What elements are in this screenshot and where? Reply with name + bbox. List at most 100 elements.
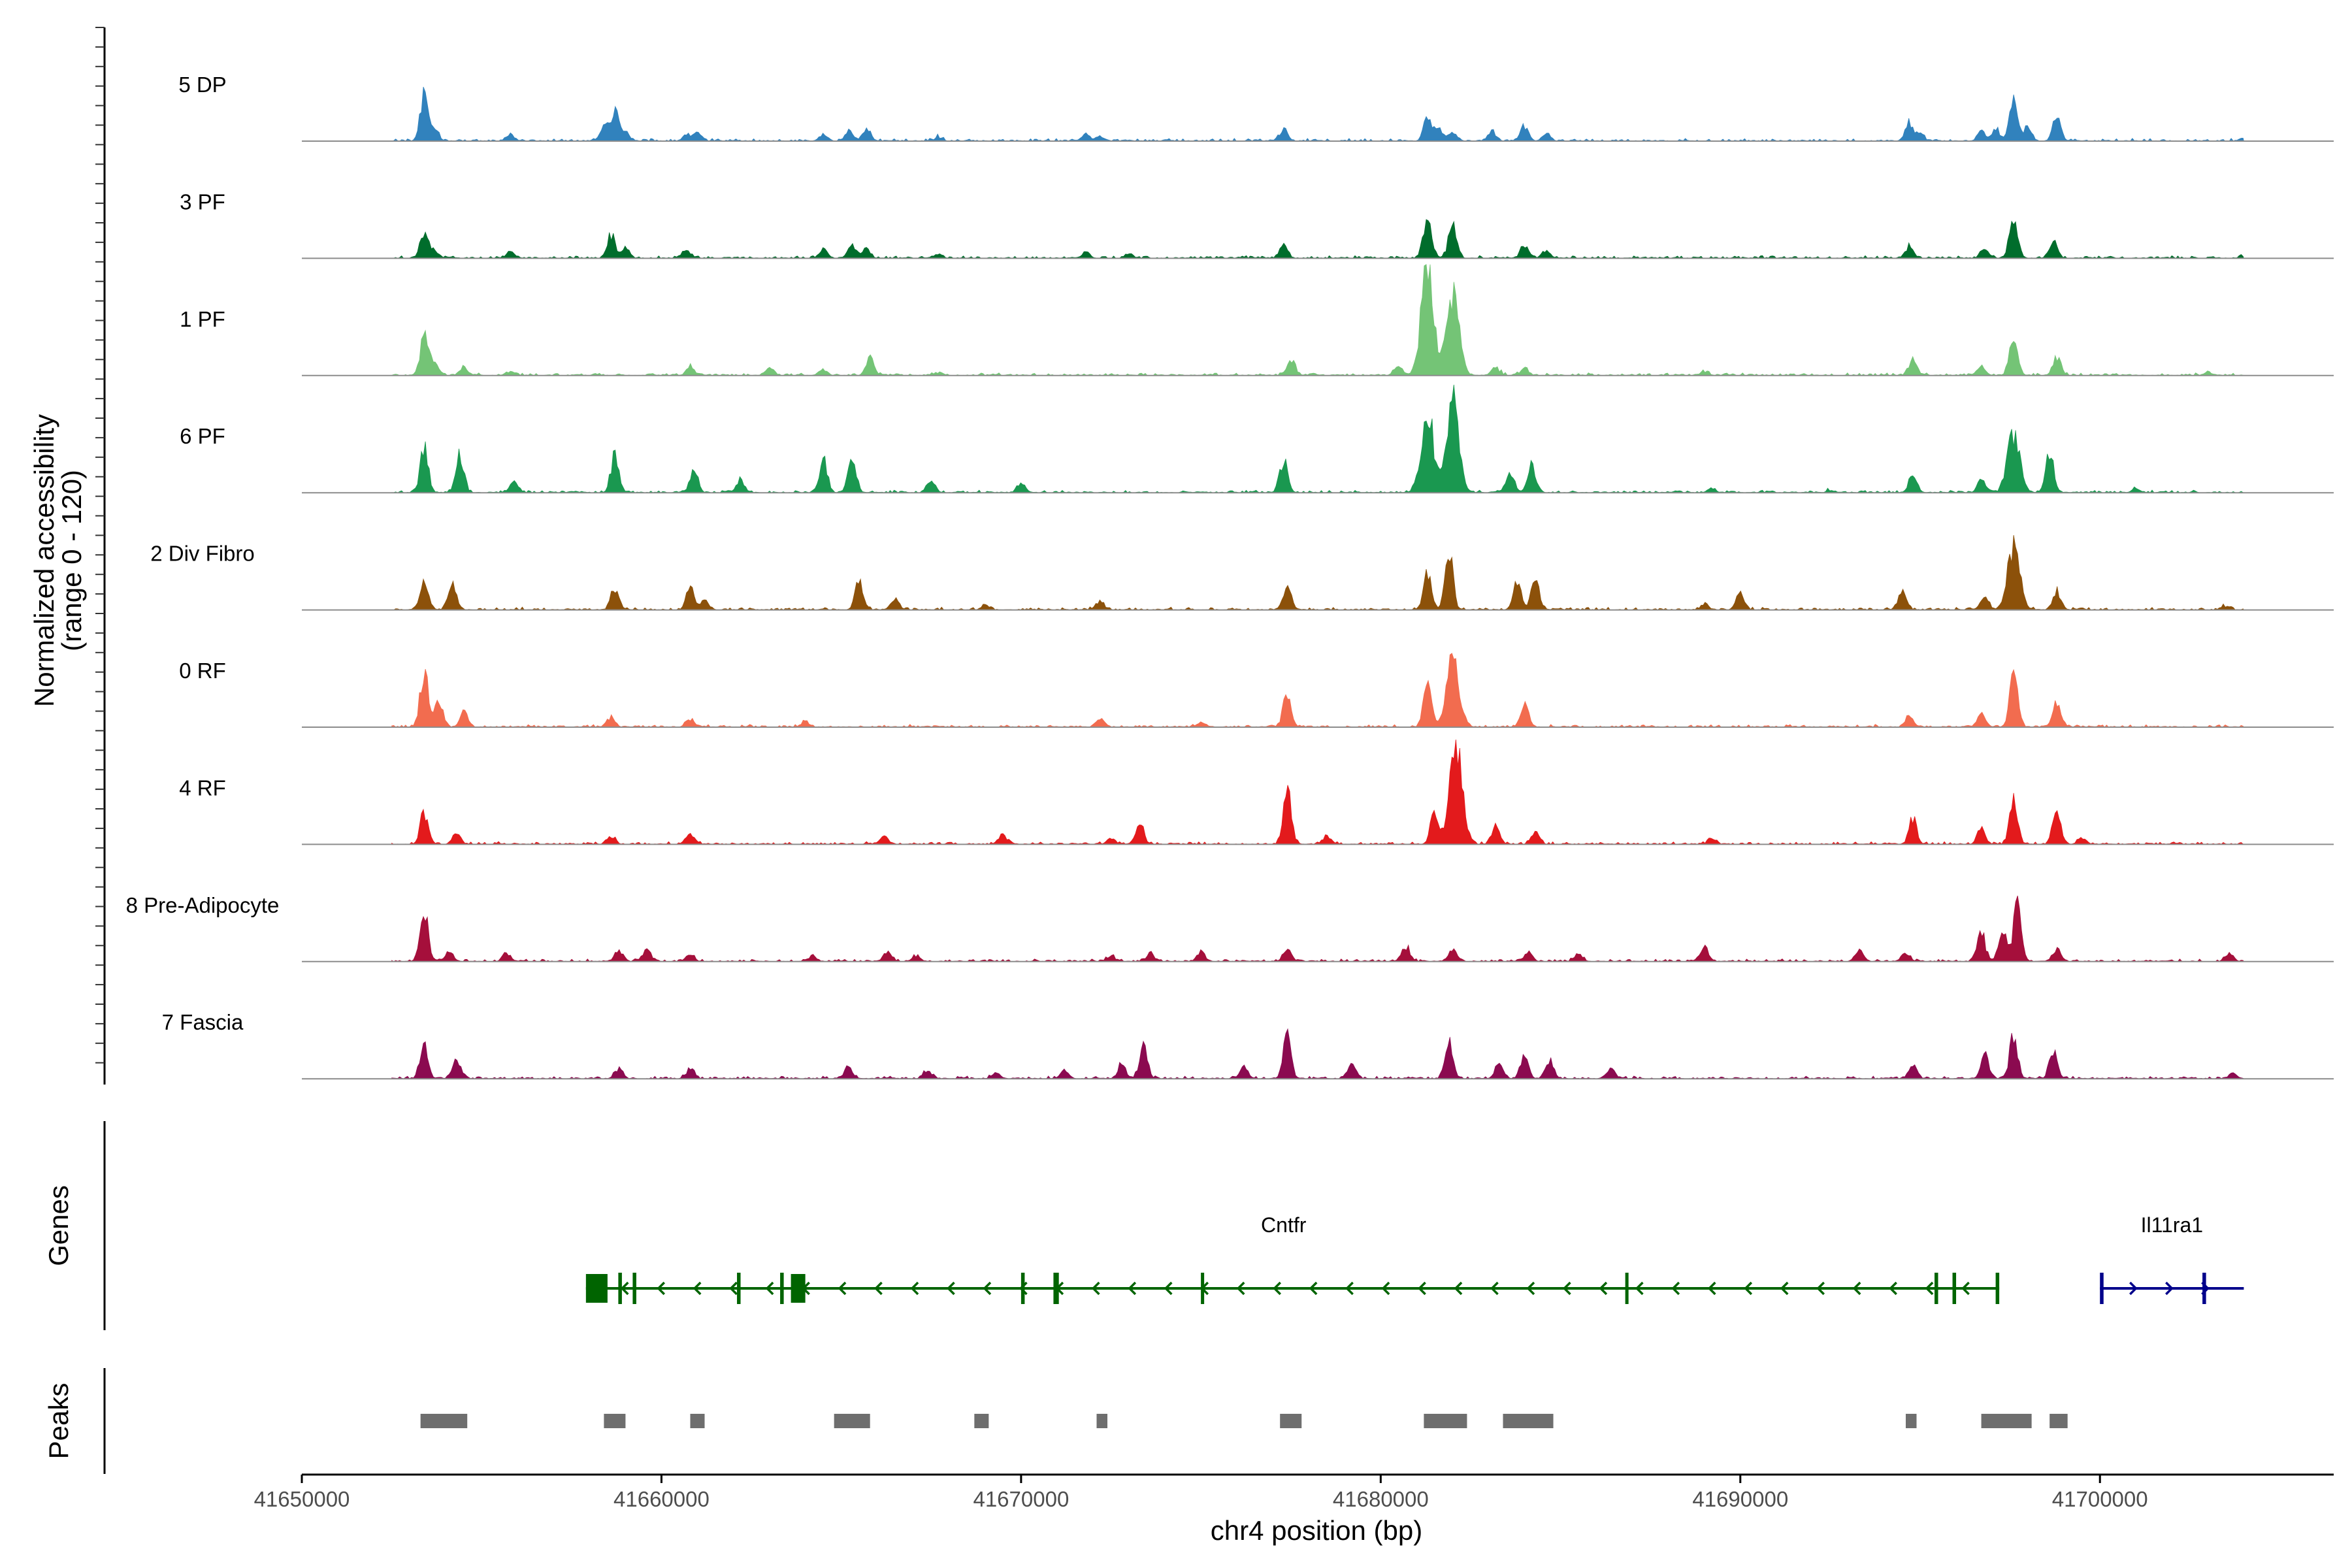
coverage-track: 3 PF [180,189,2334,259]
x-tick-label: 41680000 [1333,1487,1429,1511]
peak-region [604,1414,626,1428]
genes-section-label: Genes [43,1185,74,1266]
gene-exon [1053,1273,1059,1304]
strand-arrow [874,1281,883,1296]
coverage-tracks: 5 DP 3 PF 1 PF 6 PF 2 Div Fibro 0 RF 4 RF 8 Pre… [126,73,2334,1080]
x-tick-label: 41690000 [1692,1487,1788,1511]
strand-arrow [1526,1281,1535,1296]
strand-arrow [1852,1281,1861,1296]
accessibility-y-ticks [95,27,105,1064]
coverage-area [391,739,2244,845]
strand-arrow [1707,1281,1716,1296]
coverage-track: 8 Pre-Adipocyte [126,893,2334,962]
strand-arrow [1780,1281,1789,1296]
coverage-track: 6 PF [180,384,2334,494]
strand-arrow [1164,1281,1173,1296]
strand-arrow [1961,1281,1970,1296]
x-tick-label: 41650000 [254,1487,350,1511]
strand-arrow [729,1281,738,1296]
coverage-area [391,264,2244,376]
gene-exon [1021,1273,1025,1304]
x-tick-label: 41670000 [973,1487,1069,1511]
strand-arrow [620,1281,629,1296]
peak-region [1096,1414,1107,1428]
gene-exon [737,1273,741,1304]
strand-arrow [1273,1281,1281,1296]
track-label: 4 RF [179,776,226,800]
peaks-section-label: Peaks [43,1383,74,1460]
strand-arrow [1236,1281,1245,1296]
peak-region [420,1414,468,1428]
coverage-track: 0 RF [179,653,2334,728]
gene-exon [791,1274,806,1303]
peak-region [1905,1414,1917,1428]
strand-arrow [1454,1281,1463,1296]
coverage-area [391,384,2244,493]
strand-arrow [693,1281,702,1296]
strand-arrow [765,1281,774,1296]
peak-region [974,1414,989,1428]
track-label: 2 Div Fibro [150,542,255,566]
gene-exon [2202,1273,2206,1304]
coverage-area [391,535,2245,611]
track-label: 1 PF [180,307,225,331]
gene-exon [618,1273,622,1304]
coverage-area [391,86,2244,142]
strand-arrow [1345,1281,1354,1296]
gene-exon [780,1273,784,1304]
track-label: 6 PF [180,424,225,448]
gene-exon [585,1274,608,1303]
coverage-track: 7 Fascia [162,1010,2334,1080]
coverage-area [391,895,2245,962]
peak-region [1981,1414,2032,1428]
strand-arrow [1563,1281,1571,1296]
strand-arrow [1925,1281,1934,1296]
coverage-area [391,219,2244,259]
peak-region [834,1414,870,1428]
strand-arrow [983,1281,992,1296]
peak-region [1280,1414,1302,1428]
y-axis-title-line2: (range 0 - 120) [56,470,87,651]
peak-region [2050,1414,2068,1428]
coverage-track: 2 Div Fibro [150,535,2334,611]
gene-exon [1935,1273,1938,1304]
strand-arrow [910,1281,919,1296]
strand-arrow [1019,1281,1028,1296]
gene-name-label: Il11ra1 [2141,1213,2203,1237]
strand-arrow [1889,1281,1897,1296]
strand-arrow [1816,1281,1825,1296]
coverage-track: 5 DP [178,73,2334,142]
coverage-area [391,1028,2245,1079]
gene-exon [1201,1273,1205,1304]
strand-arrow [1599,1281,1608,1296]
track-label: 5 DP [178,73,226,97]
track-label: 0 RF [179,659,226,683]
x-axis-ticks: 41650000 41660000 41670000 41680000 41690000… [254,1475,2148,1511]
peak-region [1503,1414,1554,1428]
coverage-track: 4 RF [179,739,2334,845]
strand-arrow [1671,1281,1680,1296]
strand-arrow [838,1281,847,1296]
track-label: 3 PF [180,189,225,214]
strand-arrow [2165,1281,2174,1296]
strand-arrow [947,1281,955,1296]
peak-region [690,1414,705,1428]
coverage-area [391,653,2245,728]
x-tick-label: 41700000 [2052,1487,2148,1511]
strand-arrow [1381,1281,1390,1296]
strand-arrow [1418,1281,1426,1296]
gene-model: Il11ra1 [2100,1213,2244,1304]
peak-region [1424,1414,1467,1428]
gene-model: Cntfr [585,1213,2000,1304]
peak-region-track [420,1414,2068,1428]
strand-arrow [2129,1281,2138,1296]
strand-arrow [1309,1281,1318,1296]
gene-exon [2100,1273,2104,1304]
coverage-track: 1 PF [180,264,2334,376]
y-axis-title-line1: Normalized accessibility [29,414,59,707]
track-label: 7 Fascia [162,1010,244,1034]
strand-arrow [657,1281,666,1296]
strand-arrow [1128,1281,1137,1296]
gene-exon [1995,1273,2000,1304]
